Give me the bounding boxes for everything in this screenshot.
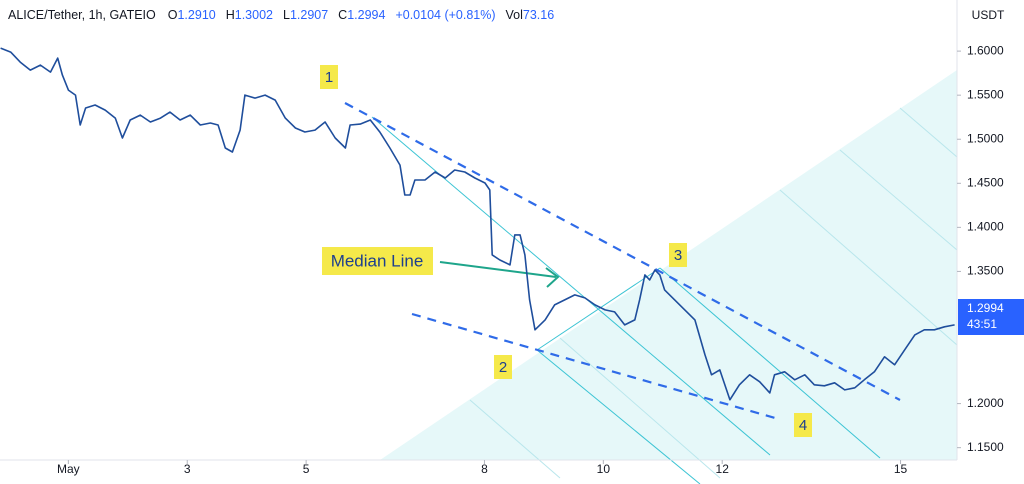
y-tick-label: 1.2000 [967, 396, 1004, 410]
point-label: 3 [674, 247, 682, 264]
median-label: Median Line [331, 251, 424, 270]
y-tick-label: 1.6000 [967, 43, 1004, 57]
countdown: 43:51 [967, 317, 997, 331]
pitchfork [344, 70, 958, 484]
header-item: H [226, 8, 235, 22]
point-badge [669, 243, 687, 267]
header: ALICE/Tether, 1h, GATEIO O1.2910 H1.3002 L1… [8, 8, 554, 22]
x-tick-label: 15 [894, 462, 908, 476]
y-tick-label: 1.3500 [967, 264, 1004, 278]
header-item: 1.2910 [177, 8, 215, 22]
y-tick-label: 1.4500 [967, 175, 1004, 189]
x-tick-label: 5 [303, 462, 310, 476]
header-item: ALICE/Tether, 1h, GATEIO [8, 8, 156, 22]
header-item: Vol [506, 8, 523, 22]
point-badge [794, 413, 812, 437]
last-price-badge [958, 299, 1024, 335]
header-item: +0.0104 (+0.81%) [395, 8, 495, 22]
header-item: 73.16 [523, 8, 554, 22]
x-tick-label: 3 [184, 462, 191, 476]
x-tick-label: May [57, 462, 80, 476]
median-badge [322, 247, 433, 275]
y-tick-label: 1.4000 [967, 220, 1004, 234]
header-item: L [283, 8, 290, 22]
header-item: 1.2994 [347, 8, 385, 22]
x-tick-label: 8 [481, 462, 488, 476]
y-tick-label: 1.1500 [967, 440, 1004, 454]
header-item: C [338, 8, 347, 22]
point-badge [494, 355, 512, 379]
x-tick-label: 10 [597, 462, 611, 476]
point-label: 1 [325, 69, 333, 86]
y-tick-label: 1.5500 [967, 87, 1004, 101]
point-label: 2 [499, 359, 507, 376]
last-price: 1.2994 [967, 301, 1004, 315]
axis-unit: USDT [972, 8, 1005, 22]
price-line [0, 47, 955, 401]
point-label: 4 [799, 417, 807, 434]
header-item: 1.2907 [290, 8, 328, 22]
y-tick-label: 1.5000 [967, 131, 1004, 145]
point-badge [320, 65, 338, 89]
header-item: 1.3002 [235, 8, 273, 22]
header-item: O [168, 8, 178, 22]
x-tick-label: 12 [716, 462, 730, 476]
